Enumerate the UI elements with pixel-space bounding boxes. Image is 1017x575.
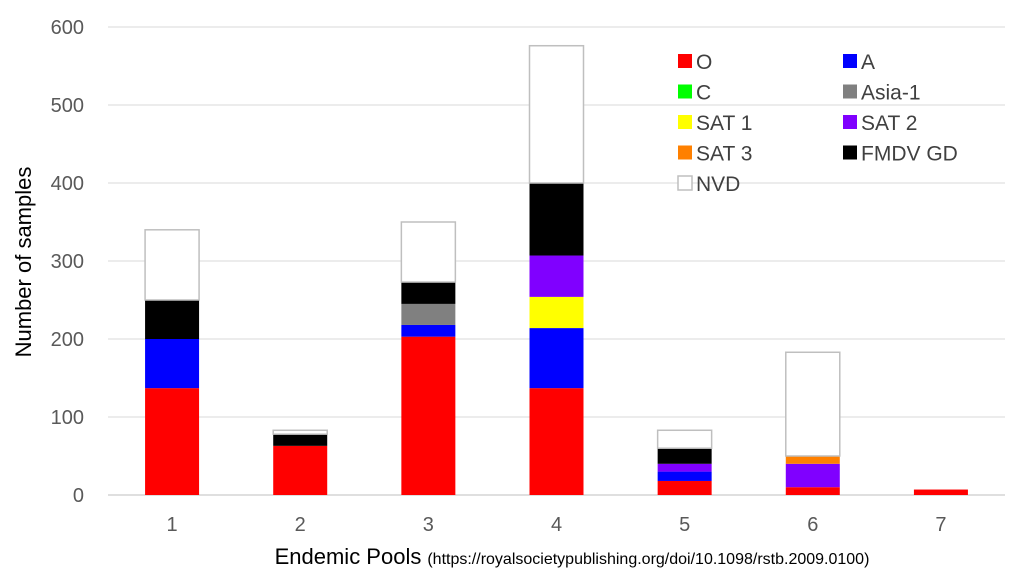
- bar-segment-sat-2: [657, 463, 712, 472]
- y-tick-label: 0: [73, 485, 84, 507]
- x-axis-title-note: (https://royalsocietypublishing.org/doi/…: [427, 551, 869, 568]
- legend-label: SAT 3: [696, 143, 752, 166]
- legend-label: SAT 2: [861, 112, 917, 135]
- legend: O A C Asia-1 SAT 1 SAT 2 SAT 3 FMDV GD NVD: [677, 51, 958, 196]
- bar-segment-fmdv-gd: [529, 183, 584, 256]
- y-tick-label: 600: [51, 17, 84, 39]
- legend-swatch: [677, 175, 693, 191]
- legend-label: O: [696, 51, 712, 74]
- y-tick-label: 500: [51, 95, 84, 117]
- bar-segment-o: [145, 388, 200, 495]
- y-axis-ticks: 0 100 200 300 400 500 600: [51, 17, 84, 507]
- bar-segment-o: [913, 489, 968, 495]
- bar-segment-o: [273, 445, 328, 495]
- legend-swatch: [843, 145, 857, 160]
- bar-segment-nvd: [272, 429, 328, 435]
- bar-segment-fmdv-gd: [657, 448, 712, 464]
- x-axis-title-main: Endemic Pools: [275, 544, 422, 569]
- bar-segment-o: [401, 336, 456, 495]
- y-tick-label: 300: [51, 251, 84, 273]
- bar-segment-fmdv-gd: [401, 282, 456, 304]
- bar-segment-a: [145, 339, 200, 389]
- y-tick-label: 400: [51, 173, 84, 195]
- bar-segment-a: [529, 328, 584, 389]
- bar-segment-a: [657, 471, 712, 481]
- bar-segment-sat-1: [529, 296, 584, 329]
- bar-segment-o: [529, 388, 584, 495]
- bar-segment-fmdv-gd: [273, 434, 328, 446]
- bar-segment-a: [401, 324, 456, 337]
- legend-label: FMDV GD: [861, 143, 958, 166]
- bar-segment-sat-2: [785, 463, 840, 488]
- x-axis-title: Endemic Pools (https://royalsocietypublis…: [275, 544, 870, 569]
- bar-segment-sat-2: [529, 255, 584, 297]
- bar-segment-nvd: [400, 221, 457, 283]
- y-axis-title: Number of samples: [11, 167, 36, 358]
- x-tick-label: 4: [551, 514, 562, 536]
- x-tick-label: 6: [807, 514, 818, 536]
- x-tick-label: 7: [935, 514, 946, 536]
- legend-swatch: [843, 54, 857, 68]
- x-tick-label: 3: [423, 514, 434, 536]
- legend-label: NVD: [696, 173, 740, 196]
- bar-segment-fmdv-gd: [145, 300, 200, 339]
- legend-swatch: [678, 115, 692, 129]
- legend-label: SAT 1: [696, 112, 752, 135]
- legend-label: Asia-1: [861, 82, 921, 105]
- legend-swatch: [678, 145, 692, 160]
- x-axis-ticks: 1 2 3 4 5 6 7: [167, 514, 947, 536]
- bar-segment-o: [785, 487, 840, 495]
- bars: [144, 44, 968, 495]
- bar-segment-o: [657, 480, 712, 495]
- legend-label: A: [861, 51, 875, 74]
- bar-segment-sat-3: [785, 456, 840, 464]
- bar-segment-nvd: [528, 44, 585, 184]
- bar-segment-nvd: [785, 351, 841, 457]
- bar-segment-nvd: [656, 429, 713, 449]
- legend-swatch: [843, 84, 857, 99]
- y-tick-label: 200: [51, 329, 84, 351]
- y-tick-label: 100: [51, 407, 84, 429]
- bar-segment-asia-1: [401, 303, 456, 325]
- x-tick-label: 1: [167, 514, 178, 536]
- bar-segment-nvd: [144, 229, 200, 301]
- legend-swatch: [843, 115, 857, 129]
- x-tick-label: 5: [679, 514, 690, 536]
- legend-label: C: [696, 82, 711, 105]
- legend-swatch: [678, 54, 692, 68]
- legend-swatch: [678, 84, 692, 99]
- x-tick-label: 2: [295, 514, 306, 536]
